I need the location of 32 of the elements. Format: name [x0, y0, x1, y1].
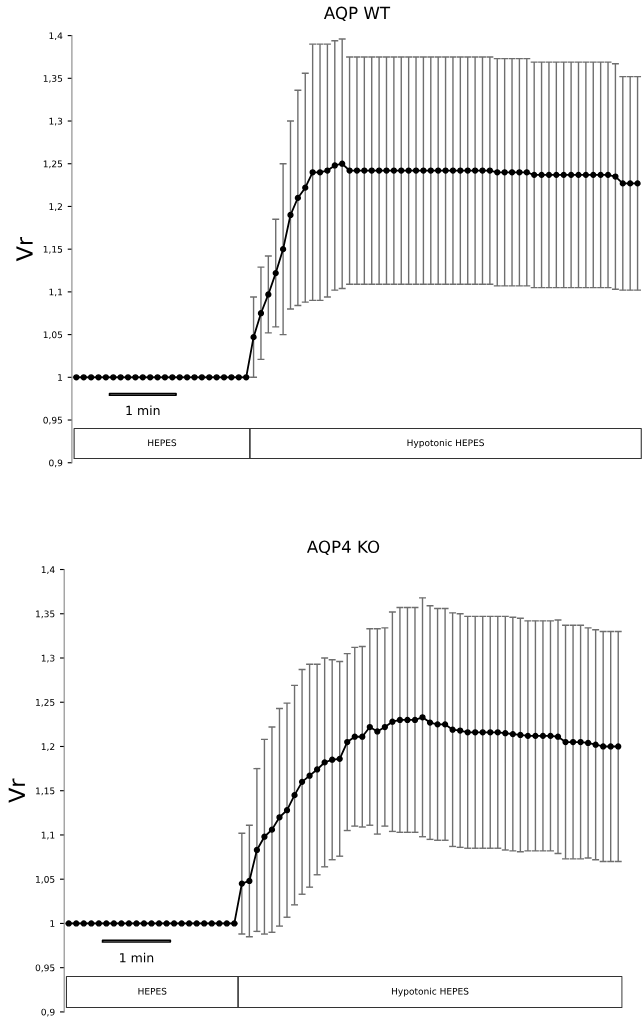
y-tick-label: 1,25 [36, 698, 55, 707]
annotation: Hypotonic HEPES [391, 987, 469, 997]
annotation: 1 min [126, 405, 160, 415]
y-tick-label: 1,4 [41, 566, 55, 574]
chart-title: AQP WT [323, 6, 391, 22]
y-tick-label: 1,15 [43, 246, 63, 254]
y-tick-label: 1,2 [49, 203, 62, 211]
y-tick-label: 1,2 [41, 743, 55, 751]
y-tick-label: 1,35 [43, 75, 63, 83]
y-tick-label: 1 [58, 374, 63, 381]
y-tick-label: 1 [50, 920, 55, 927]
y-tick-label: 0,95 [43, 416, 63, 425]
y-tick-label: 1,35 [36, 610, 55, 619]
y-tick-label: 0,9 [41, 1008, 55, 1017]
y-axis-title: Vr [16, 237, 33, 262]
y-tick-label: 1,3 [49, 117, 63, 126]
y-tick-label: 0,95 [35, 964, 55, 973]
y-tick-label: 1,25 [43, 160, 63, 169]
y-tick-label: 1,4 [49, 32, 63, 41]
y-tick-label: 0,9 [49, 459, 63, 468]
y-tick-label: 1,05 [43, 331, 63, 340]
chart-title: AQP4 KO [306, 540, 380, 555]
annotation: HEPES [148, 439, 177, 447]
annotation: Hypotonic HEPES [407, 439, 484, 448]
y-tick-label: 1,1 [49, 288, 63, 297]
annotation: HEPES [138, 987, 167, 995]
y-tick-label: 1,3 [41, 654, 55, 663]
y-tick-label: 1,05 [36, 875, 55, 884]
y-tick-label: 1,15 [36, 787, 55, 796]
annotation: 1 min [120, 952, 154, 963]
y-axis-title: Vr [8, 778, 25, 803]
y-tick-label: 1,1 [41, 831, 55, 840]
